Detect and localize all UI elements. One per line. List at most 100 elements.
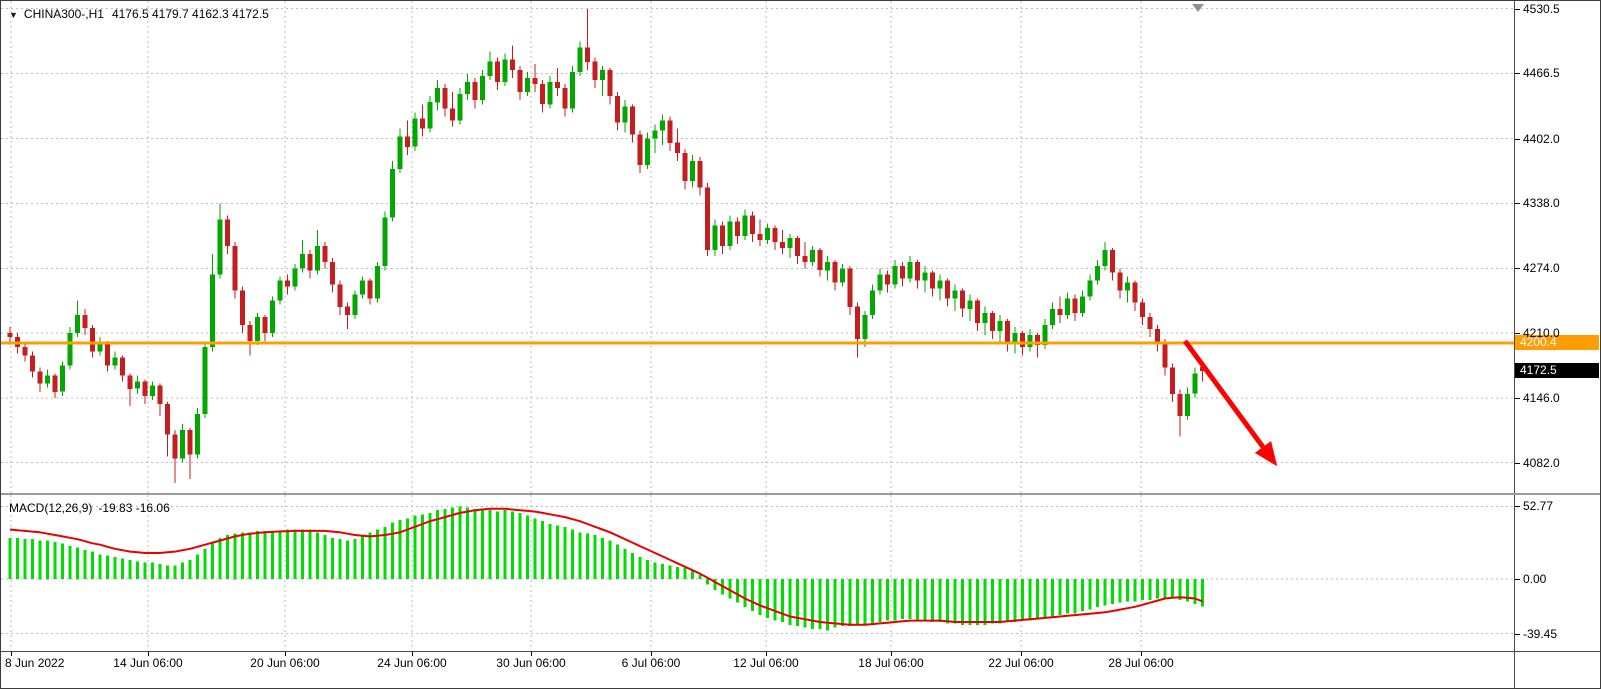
macd-histogram-bar: [526, 515, 529, 580]
pane-separator[interactable]: [1, 493, 1600, 495]
candle-body: [645, 138, 650, 165]
candle-body: [697, 161, 703, 188]
time-axis[interactable]: 8 Jun 2022 14 Jun 06:00 20 Jun 06:00 24 Jun…: [1, 652, 1514, 678]
macd-histogram-bar: [151, 562, 154, 580]
price-axis-tick: [1515, 73, 1520, 74]
candle-body: [480, 75, 485, 101]
macd-histogram-bar: [1103, 579, 1107, 606]
candle-body: [450, 108, 455, 121]
price-axis-label: 4082.0: [1523, 456, 1560, 470]
chart-shift-marker-icon[interactable]: [1192, 4, 1204, 12]
symbol-label: ▼ CHINA300-,H1 4176.5 4179.7 4162.3 4172.5: [9, 7, 269, 21]
time-axis-tick: [766, 652, 767, 656]
macd-histogram-bar: [76, 547, 79, 580]
candle-body: [592, 61, 598, 80]
hline-price-tag[interactable]: 4200.4: [1515, 335, 1599, 350]
candle-body: [172, 434, 178, 459]
candle-body: [1072, 298, 1078, 313]
macd-histogram-bar: [218, 537, 222, 580]
candle-body: [52, 375, 58, 392]
macd-histogram-bar: [803, 579, 807, 628]
macd-histogram-bar: [308, 529, 312, 580]
macd-histogram-bar: [668, 565, 672, 580]
macd-histogram-bar: [518, 512, 522, 580]
macd-histogram-bar: [158, 564, 162, 580]
macd-histogram-bar: [841, 579, 844, 627]
macd-histogram-bar: [1141, 579, 1144, 600]
price-axis-label: 4274.0: [1523, 261, 1560, 275]
candle-body: [1102, 250, 1108, 267]
candle-body: [435, 88, 440, 103]
candle-body: [390, 169, 395, 218]
candle-body: [540, 84, 545, 105]
macd-histogram-bar: [886, 579, 889, 621]
price-axis[interactable]: 4200.4 4172.5 4530.5 4466.5 4402.0 4338.0 42…: [1515, 1, 1600, 493]
macd-axis-tick: [1515, 579, 1520, 580]
macd-axis[interactable]: 52.77 0.00 -39.45: [1515, 495, 1600, 651]
time-axis-label: 14 Jun 06:00: [113, 656, 183, 670]
candle-body: [180, 430, 185, 459]
candle-body: [45, 375, 50, 384]
macd-histogram-bar: [1043, 579, 1047, 618]
macd-histogram-bar: [676, 566, 679, 580]
candle-body: [97, 343, 103, 352]
macd-histogram-bar: [1118, 579, 1122, 603]
time-axis-separator: [1, 651, 1600, 652]
candle-body: [135, 381, 140, 389]
macd-histogram-bar: [83, 550, 87, 580]
price-axis-label: 4338.0: [1523, 196, 1560, 210]
macd-histogram-bar: [773, 579, 777, 621]
macd-histogram-bar: [691, 570, 694, 580]
macd-histogram-bar: [631, 553, 634, 580]
macd-histogram-bar: [706, 579, 709, 585]
candle-body: [1057, 308, 1063, 315]
macd-pane[interactable]: [1, 495, 1514, 651]
candle-body: [247, 325, 253, 342]
macd-histogram-bar: [46, 540, 49, 580]
macd-histogram-bar: [796, 579, 799, 627]
main-price-chart[interactable]: [1, 1, 1514, 493]
candle-body: [382, 217, 388, 267]
macd-axis-label: 0.00: [1523, 572, 1547, 586]
time-axis-tick: [11, 652, 12, 656]
trend-arrow-head[interactable]: [1254, 441, 1278, 467]
price-axis-label: 4210.0: [1523, 326, 1560, 340]
macd-axis-tick: [1515, 506, 1520, 507]
macd-histogram: [8, 506, 1204, 631]
macd-histogram-bar: [953, 579, 957, 624]
macd-histogram-bar: [826, 579, 829, 631]
symbol-dropdown-icon[interactable]: ▼: [9, 10, 18, 20]
candle-body: [1132, 282, 1138, 303]
macd-histogram-bar: [923, 579, 927, 621]
macd-histogram-bar: [908, 579, 912, 620]
candle-body: [187, 430, 193, 455]
candle-body: [150, 385, 155, 396]
macd-histogram-bar: [1036, 579, 1039, 620]
macd-histogram-bar: [406, 518, 409, 580]
candle-body: [990, 312, 995, 331]
candle-body: [757, 233, 763, 240]
macd-histogram-bar: [1066, 579, 1069, 614]
candle-body: [870, 290, 875, 315]
macd-signal-line: [9, 507, 1203, 626]
candle-body: [667, 120, 673, 143]
macd-histogram-bar: [211, 543, 214, 580]
macd-histogram-bar: [503, 510, 507, 580]
time-axis-tick: [651, 652, 652, 656]
candle-body: [900, 266, 905, 279]
macd-histogram-bar: [983, 579, 987, 625]
candle-body: [375, 266, 380, 299]
time-axis-tick: [891, 652, 892, 656]
macd-histogram-bar: [331, 537, 334, 580]
macd-histogram-bar: [68, 546, 72, 580]
macd-histogram-bar: [578, 532, 582, 580]
macd-histogram-bar: [788, 579, 792, 625]
candle-body: [75, 314, 80, 333]
candle-body: [232, 246, 238, 291]
candle-body: [840, 268, 845, 283]
macd-histogram-bar: [1171, 579, 1174, 599]
candle-body: [360, 280, 365, 295]
candle-body: [277, 280, 283, 301]
price-axis-label: 4466.5: [1523, 66, 1560, 80]
trend-arrow-shaft[interactable]: [1182, 339, 1266, 449]
